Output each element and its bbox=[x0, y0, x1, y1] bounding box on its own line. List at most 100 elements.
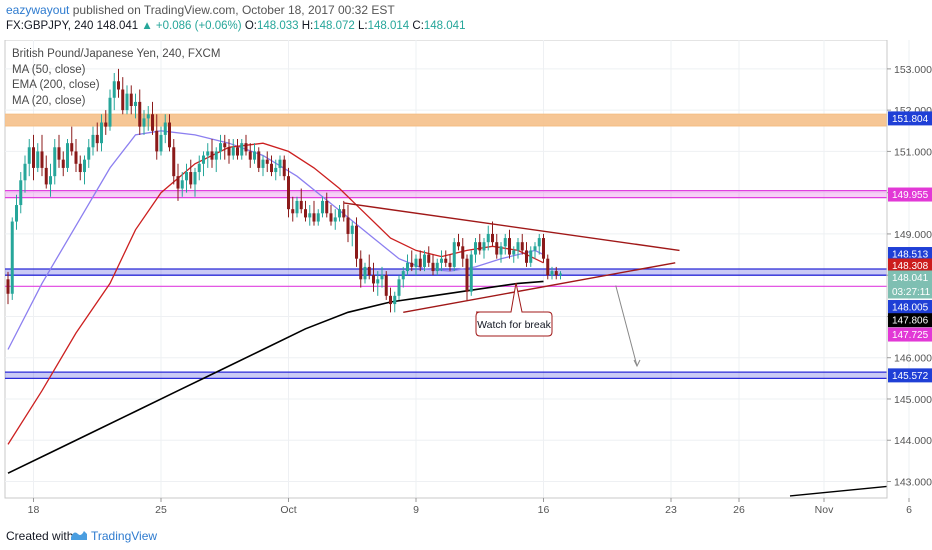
candle-body bbox=[180, 180, 184, 189]
price-tick-label: 149.000 bbox=[894, 229, 932, 241]
price-tag-label: 149.955 bbox=[892, 190, 929, 201]
candle-body bbox=[219, 143, 222, 152]
candle-body bbox=[210, 151, 214, 160]
candle-body bbox=[223, 143, 227, 148]
ema-extension-line bbox=[789, 485, 888, 497]
candle-body bbox=[431, 262, 435, 272]
publish-line: eazywayout published on TradingView.com,… bbox=[6, 3, 395, 17]
tradingview-link[interactable]: TradingView bbox=[91, 529, 158, 543]
price-chart[interactable]: Watch for break 143.000 144.000 145.000 146… bbox=[0, 40, 932, 522]
candle-body bbox=[61, 159, 65, 168]
candle-body bbox=[270, 163, 273, 173]
candle-body bbox=[261, 159, 265, 168]
candle-body bbox=[380, 275, 384, 280]
candle-body bbox=[176, 176, 180, 189]
candle-body bbox=[244, 143, 248, 152]
time-axis[interactable]: 18 25 Oct 9 16 23 26 Nov 6 bbox=[5, 497, 912, 516]
candle-body bbox=[427, 254, 431, 263]
candle-body bbox=[248, 151, 252, 160]
candle-body bbox=[36, 151, 40, 168]
candle-body bbox=[546, 258, 550, 276]
candle-body bbox=[10, 221, 14, 294]
time-tick-label: Nov bbox=[815, 504, 834, 516]
candle-body bbox=[142, 118, 146, 127]
legend-ma50[interactable]: MA (50, close) bbox=[12, 63, 86, 76]
callout-text: Watch for break bbox=[477, 319, 551, 331]
candle-body bbox=[397, 279, 401, 296]
publish-info: published on TradingView.com, October 18… bbox=[72, 3, 395, 17]
candle-body bbox=[27, 147, 31, 164]
candle-body bbox=[231, 147, 235, 156]
price-tag-label: 147.725 bbox=[892, 330, 929, 341]
candle-body bbox=[482, 242, 486, 251]
candle-body bbox=[529, 250, 533, 263]
high-label: H: bbox=[301, 20, 314, 32]
candles bbox=[6, 68, 562, 313]
candle-body bbox=[15, 205, 18, 222]
quote-line: FX:GBPJPY, 240 148.041 ▲ +0.086 (+0.06%)… bbox=[6, 20, 465, 32]
candle-body bbox=[329, 213, 333, 222]
candle-body bbox=[465, 258, 469, 292]
price-tag-bg bbox=[888, 299, 932, 314]
zone-band-blue bbox=[5, 372, 887, 379]
high-value: 148.072 bbox=[313, 20, 355, 32]
price-tag-label: 148.005 bbox=[892, 302, 929, 313]
trendline-upper bbox=[343, 202, 680, 252]
candle-body bbox=[304, 209, 307, 218]
candle-body bbox=[151, 114, 154, 131]
candle-body bbox=[193, 172, 197, 185]
price-tick-label: 151.000 bbox=[894, 146, 932, 158]
legend-ma20[interactable]: MA (20, close) bbox=[12, 94, 86, 107]
candle-body bbox=[91, 134, 95, 148]
candle-body bbox=[376, 279, 380, 284]
time-tick-label: 16 bbox=[538, 504, 550, 516]
candle-body bbox=[253, 151, 256, 160]
price-tag-label: 03:27:11 bbox=[892, 287, 931, 298]
candle-body bbox=[520, 242, 524, 251]
candle-body bbox=[125, 93, 129, 111]
candle-body bbox=[146, 114, 150, 119]
price-tag-label: 148.513 bbox=[892, 250, 929, 261]
candle-body bbox=[53, 147, 57, 177]
close-label: C: bbox=[412, 20, 424, 32]
candle-body bbox=[44, 167, 48, 185]
candle-body bbox=[363, 266, 367, 280]
candle-body bbox=[414, 258, 418, 267]
footer: Created with TradingView bbox=[0, 522, 932, 550]
legend-ema200[interactable]: EMA (200, close) bbox=[12, 79, 100, 91]
price-tick-label: 146.000 bbox=[894, 353, 932, 365]
candle-body bbox=[452, 242, 456, 267]
author-link[interactable]: eazywayout bbox=[6, 3, 70, 17]
chart-header: eazywayout published on TradingView.com,… bbox=[0, 0, 932, 40]
candle-body bbox=[478, 242, 482, 251]
time-tick-label: 23 bbox=[665, 504, 677, 516]
created-with-label: Created with bbox=[6, 529, 74, 543]
candle-body bbox=[66, 143, 69, 168]
zone-band-magenta bbox=[5, 190, 887, 198]
candle-body bbox=[448, 262, 452, 267]
price-tag-bg bbox=[888, 284, 932, 299]
candle-body bbox=[312, 213, 316, 222]
tradingview-logo-icon[interactable] bbox=[70, 527, 88, 541]
candle-body bbox=[554, 271, 558, 276]
candle-body bbox=[491, 233, 494, 243]
trendline-lower bbox=[403, 262, 676, 314]
time-tick-label: Oct bbox=[280, 504, 296, 516]
candle-body bbox=[469, 254, 473, 292]
price-tag-label: 147.806 bbox=[892, 316, 929, 327]
candle-body bbox=[457, 242, 460, 247]
candle-body bbox=[372, 275, 375, 284]
annotation-callout[interactable]: Watch for break bbox=[475, 282, 553, 337]
legend-title: British Pound/Japanese Yen, 240, FXCM bbox=[12, 48, 221, 60]
candle-body bbox=[78, 163, 82, 173]
candle-body bbox=[537, 238, 541, 247]
price-tag-bg bbox=[888, 270, 932, 285]
price-tag-bg bbox=[888, 187, 932, 202]
candle-body bbox=[202, 155, 205, 164]
candle-body bbox=[257, 151, 261, 168]
candle-body bbox=[410, 262, 414, 267]
candle-body bbox=[100, 122, 103, 144]
candle-body bbox=[384, 275, 388, 296]
price-tag-label: 145.572 bbox=[892, 371, 929, 382]
trendlines bbox=[343, 202, 680, 368]
